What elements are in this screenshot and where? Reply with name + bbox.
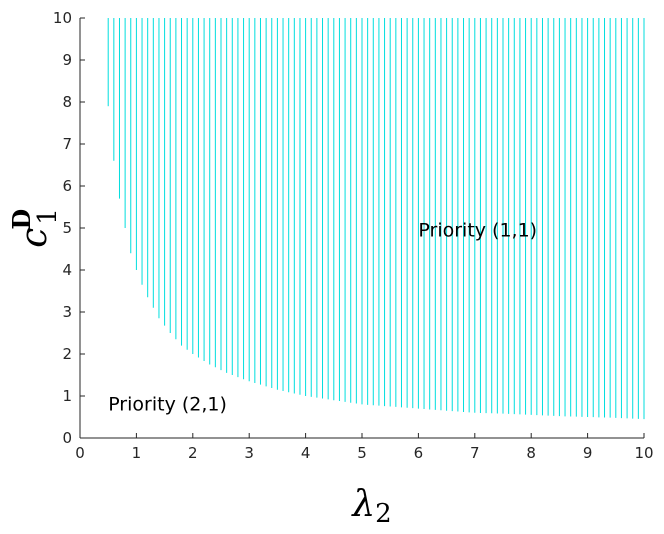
y-tick-label: 1 (62, 387, 72, 405)
x-tick-label: 10 (634, 444, 653, 462)
x-tick-label: 0 (75, 444, 85, 462)
x-tick-label: 4 (301, 444, 311, 462)
x-tick-label: 8 (526, 444, 536, 462)
x-axis-title: λ2 (350, 484, 391, 529)
region-labels: Priority (1,1) Priority (2,1) (108, 219, 537, 415)
y-tick-label: 9 (62, 51, 72, 69)
x-tick-label: 7 (470, 444, 480, 462)
x-tick-label: 3 (244, 444, 254, 462)
y-tick-label: 0 (62, 429, 72, 447)
y-tick-label: 10 (53, 9, 72, 27)
x-tick-label: 6 (414, 444, 424, 462)
y-tick-label: 4 (62, 261, 72, 279)
y-tick-label: 5 (62, 219, 72, 237)
feasible-region-hatch (107, 18, 645, 420)
y-tick-label: 2 (62, 345, 72, 363)
x-tick-label: 9 (583, 444, 593, 462)
y-tick-label: 6 (62, 177, 72, 195)
axes (79, 17, 645, 439)
tick-labels: 0 1 2 3 4 5 6 7 8 9 10 0 1 2 3 4 5 6 7 8 9 10 (53, 9, 654, 462)
y-tick-label: 7 (62, 135, 72, 153)
x-tick-label: 5 (357, 444, 367, 462)
x-tick-label: 2 (188, 444, 198, 462)
region-label: Priority (2,1) (108, 394, 227, 416)
axis-titles: λ2 cD1 (7, 208, 392, 529)
x-tick-label: 1 (132, 444, 142, 462)
y-axis-title: cD1 (7, 208, 63, 248)
region-label: Priority (1,1) (418, 219, 537, 241)
y-tick-label: 3 (62, 303, 72, 321)
y-tick-label: 8 (62, 93, 72, 111)
